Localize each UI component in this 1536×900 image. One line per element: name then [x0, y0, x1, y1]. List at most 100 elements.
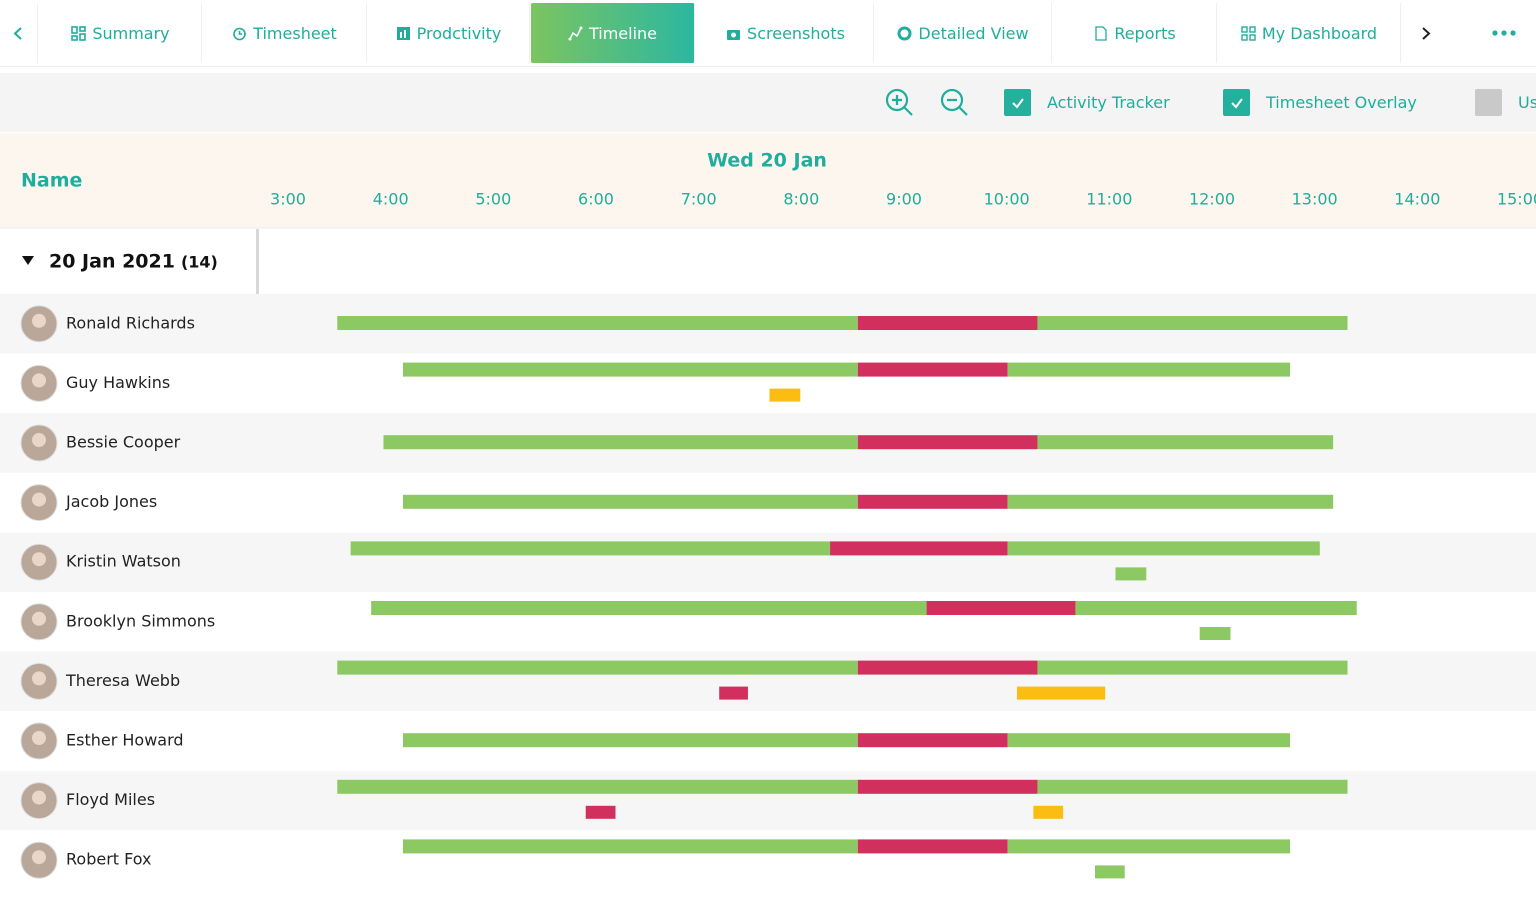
- employee-name: Kristin Watson: [66, 552, 181, 571]
- x-tick-label: 14:00: [1394, 190, 1440, 209]
- date-header: Wed 20 Jan: [707, 150, 827, 172]
- employee-name: Jacob Jones: [65, 492, 157, 511]
- time-segment: [350, 541, 831, 556]
- time-segment: [857, 779, 1038, 794]
- time-segment: [1037, 660, 1348, 675]
- tab-label: Summary: [92, 23, 170, 43]
- avatar-face: [32, 611, 46, 626]
- more-menu[interactable]: [1476, 3, 1532, 63]
- extra-segment: [1016, 686, 1106, 700]
- time-segment: [402, 494, 858, 509]
- time-segment: [337, 779, 858, 794]
- tab-label: Prodctivity: [416, 23, 502, 43]
- avatar-face: [32, 313, 46, 328]
- extra-segment: [719, 686, 748, 700]
- check: [1230, 97, 1243, 109]
- x-tick-label: 3:00: [270, 190, 306, 209]
- tab[interactable]: Detailed View: [875, 3, 1052, 63]
- time-segment: [402, 362, 858, 377]
- extra-segment: [1033, 805, 1064, 819]
- collapse-icon[interactable]: [22, 256, 34, 265]
- employee-name: Esther Howard: [66, 731, 184, 750]
- row-bg: [0, 770, 1536, 831]
- row-bg: [0, 592, 1536, 652]
- x-tick-label: 15:00: [1497, 190, 1536, 209]
- time-segment: [830, 541, 1008, 556]
- toggle[interactable]: Activity Tracker: [1004, 89, 1170, 116]
- tab[interactable]: Reports: [1053, 3, 1217, 63]
- avatar-face: [32, 731, 46, 745]
- extra-segment: [1199, 627, 1231, 640]
- time-segment: [383, 435, 858, 450]
- time-segment: [1007, 362, 1291, 377]
- time-segment: [857, 733, 1008, 748]
- employee-name: Theresa Webb: [65, 671, 180, 690]
- row-bg: [0, 532, 1536, 592]
- time-segment: [1037, 779, 1348, 794]
- zoom-in[interactable]: [884, 87, 914, 117]
- x-tick-label: 9:00: [886, 190, 922, 209]
- tab[interactable]: Summary: [40, 3, 202, 63]
- tab-label: Reports: [1114, 23, 1176, 43]
- avatar-face: [32, 850, 46, 865]
- checkbox: [1475, 89, 1502, 116]
- checkbox: [1223, 89, 1250, 116]
- x-tick-label: 8:00: [783, 190, 819, 209]
- toggle[interactable]: Timesheet Overlay: [1223, 89, 1417, 116]
- time-segment: [857, 660, 1038, 675]
- toggle-label: Activity Tracker: [1047, 93, 1170, 112]
- tab[interactable]: Timeline: [531, 3, 695, 63]
- name-header: Name: [21, 170, 82, 192]
- x-tick-label: 11:00: [1086, 190, 1132, 209]
- group-label: 20 Jan 2021: [49, 251, 175, 273]
- employee-name: Robert Fox: [66, 850, 152, 869]
- employee-name: Bessie Cooper: [66, 433, 181, 452]
- tab[interactable]: Timesheet: [203, 3, 367, 63]
- avatar-face: [32, 552, 46, 567]
- x-tick-label: 10:00: [984, 190, 1030, 209]
- prev-tabs[interactable]: [0, 3, 38, 63]
- tab[interactable]: Screenshots: [698, 3, 874, 63]
- avatar-face: [32, 373, 46, 388]
- check: [1011, 97, 1024, 109]
- time-segment: [1075, 601, 1357, 615]
- time-segment: [857, 435, 1038, 450]
- x-tick-label: 7:00: [681, 190, 717, 209]
- x-tick-label: 13:00: [1292, 190, 1338, 209]
- time-segment: [1037, 435, 1334, 450]
- time-segment: [926, 601, 1076, 615]
- group-row: [0, 229, 256, 294]
- extra-segment: [1115, 567, 1147, 581]
- employee-name: Brooklyn Simmons: [66, 611, 215, 630]
- header-bg: [0, 133, 1536, 228]
- row-bg: [0, 830, 1536, 890]
- avatar-face: [32, 671, 46, 686]
- time-segment: [1007, 541, 1320, 556]
- zoom-out[interactable]: [939, 87, 969, 117]
- row-bg: [0, 353, 1536, 414]
- time-segment: [371, 601, 927, 615]
- toggle[interactable]: Us: [1475, 89, 1536, 116]
- toggle-label: Us: [1518, 93, 1536, 112]
- timeline: Name Wed 20 Jan 20 Jan 2021 (14) 3:00 4:0…: [0, 133, 1536, 890]
- next-tabs[interactable]: [1402, 3, 1448, 63]
- employee-name: Guy Hawkins: [66, 373, 170, 392]
- time-segment: [337, 660, 858, 675]
- x-tick-label: 4:00: [373, 190, 409, 209]
- time-segment: [857, 362, 1008, 377]
- extra-segment: [585, 805, 616, 819]
- tab-label: Screenshots: [747, 23, 845, 43]
- row-bg: [0, 651, 1536, 712]
- tab-label: Detailed View: [918, 23, 1029, 43]
- x-tick-label: 6:00: [578, 190, 614, 209]
- tab-label: Timeline: [588, 23, 658, 43]
- toolbar: Activity Tracker Timesheet Overlay Us: [0, 73, 1536, 132]
- time-segment: [1007, 733, 1291, 748]
- tab[interactable]: Prodctivity: [368, 3, 530, 63]
- time-segment: [857, 839, 1008, 854]
- time-segment: [1037, 316, 1348, 330]
- tab[interactable]: My Dashboard: [1218, 3, 1401, 63]
- extra-segment: [769, 388, 801, 402]
- time-segment: [1007, 839, 1291, 854]
